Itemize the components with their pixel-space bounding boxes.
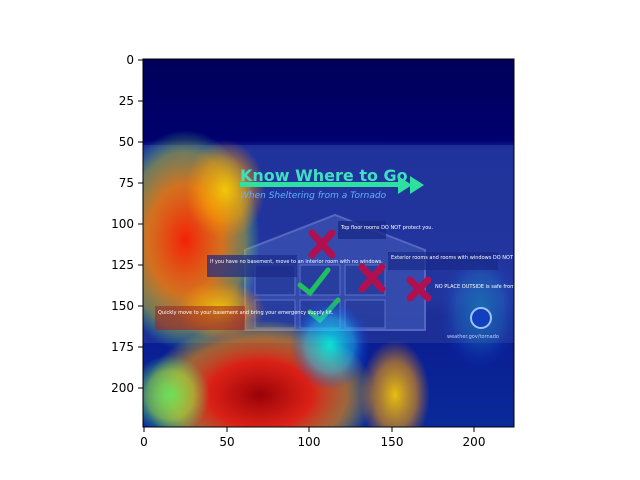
y-tick: 200 [111, 381, 143, 395]
y-tick-label: 0 [126, 53, 134, 67]
poster-subtitle: When Sheltering from a Tornado [240, 191, 387, 201]
y-tick: 125 [111, 258, 143, 272]
x-axis: 0 50 100 150 200 [140, 427, 485, 449]
x-mark-icon [308, 229, 432, 302]
y-tick: 100 [111, 217, 143, 231]
plot-frame [142, 58, 515, 428]
heat-center [290, 300, 370, 390]
y-tick: 175 [111, 340, 143, 354]
x-tick: 50 [219, 427, 235, 449]
y-tick: 75 [119, 176, 143, 190]
y-tick: 150 [111, 299, 143, 313]
heat-upper-left [185, 140, 265, 240]
y-tick-label: 100 [111, 217, 134, 231]
x-tick-label: 200 [463, 435, 486, 449]
y-tick-label: 175 [111, 340, 134, 354]
x-tick-label: 150 [381, 435, 404, 449]
x-tick: 100 [298, 427, 321, 449]
poster-title: Know Where to Go [240, 166, 408, 185]
y-tick-label: 75 [119, 176, 134, 190]
y-tick-label: 50 [119, 135, 134, 149]
heatmap-image: Know Where to Go When Sheltering from a … [143, 59, 545, 427]
y-axis: 0 25 50 75 100 125 150 175 200 [111, 53, 143, 395]
arrow-icon [240, 176, 424, 194]
y-tick-label: 150 [111, 299, 134, 313]
y-tick-label: 125 [111, 258, 134, 272]
y-tick: 25 [119, 94, 143, 108]
heat-bottom-right [360, 340, 430, 427]
x-tick-label: 50 [219, 435, 234, 449]
noaa-logo-icon [470, 307, 492, 329]
x-tick-label: 0 [140, 435, 148, 449]
note-exterior: Exterior rooms and rooms with windows DO… [391, 255, 545, 261]
poster-footer-url: weather.gov/tornado [447, 334, 499, 340]
note-quickly: Quickly move to your basement and bring … [158, 310, 334, 316]
y-tick-label: 25 [119, 94, 134, 108]
x-tick: 150 [381, 427, 404, 449]
note-basement: If you have no basement, move to an inte… [210, 259, 383, 265]
y-tick-label: 200 [111, 381, 134, 395]
note-outside: NO PLACE OUTSIDE is safe from a tornado. [435, 284, 543, 290]
x-tick-label: 100 [298, 435, 321, 449]
note-top-floor: Top floor rooms DO NOT protect you. [340, 225, 433, 231]
heat-bottom-left [143, 355, 210, 427]
x-tick: 0 [140, 427, 148, 449]
y-tick: 50 [119, 135, 143, 149]
x-tick: 200 [463, 427, 486, 449]
y-tick: 0 [126, 53, 143, 67]
